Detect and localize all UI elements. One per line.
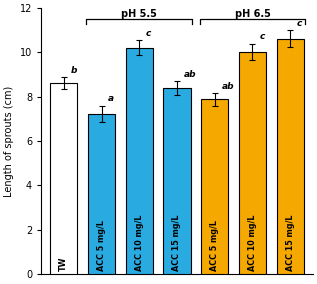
Text: c: c — [259, 32, 265, 41]
Bar — [201, 99, 228, 274]
Bar — [163, 88, 191, 274]
Bar — [277, 39, 304, 274]
Text: TW: TW — [59, 257, 68, 271]
Text: a: a — [108, 94, 114, 103]
Text: pH 5.5: pH 5.5 — [121, 9, 157, 19]
Text: ab: ab — [222, 82, 234, 91]
Y-axis label: Length of sprouts (cm): Length of sprouts (cm) — [4, 85, 14, 197]
Text: b: b — [71, 66, 77, 75]
Text: ACC 10 mg/L: ACC 10 mg/L — [135, 215, 144, 271]
Bar — [239, 52, 266, 274]
Text: ACC 5 mg/L: ACC 5 mg/L — [210, 220, 219, 271]
Text: ACC 15 mg/L: ACC 15 mg/L — [172, 215, 181, 271]
Text: c: c — [297, 19, 302, 28]
Text: pH 6.5: pH 6.5 — [235, 9, 270, 19]
Text: ab: ab — [184, 70, 197, 79]
Text: ACC 5 mg/L: ACC 5 mg/L — [97, 220, 106, 271]
Bar — [126, 48, 153, 274]
Text: c: c — [146, 29, 152, 37]
Text: ACC 10 mg/L: ACC 10 mg/L — [248, 215, 257, 271]
Bar — [50, 83, 77, 274]
Bar — [88, 114, 115, 274]
Text: ACC 15 mg/L: ACC 15 mg/L — [286, 215, 295, 271]
